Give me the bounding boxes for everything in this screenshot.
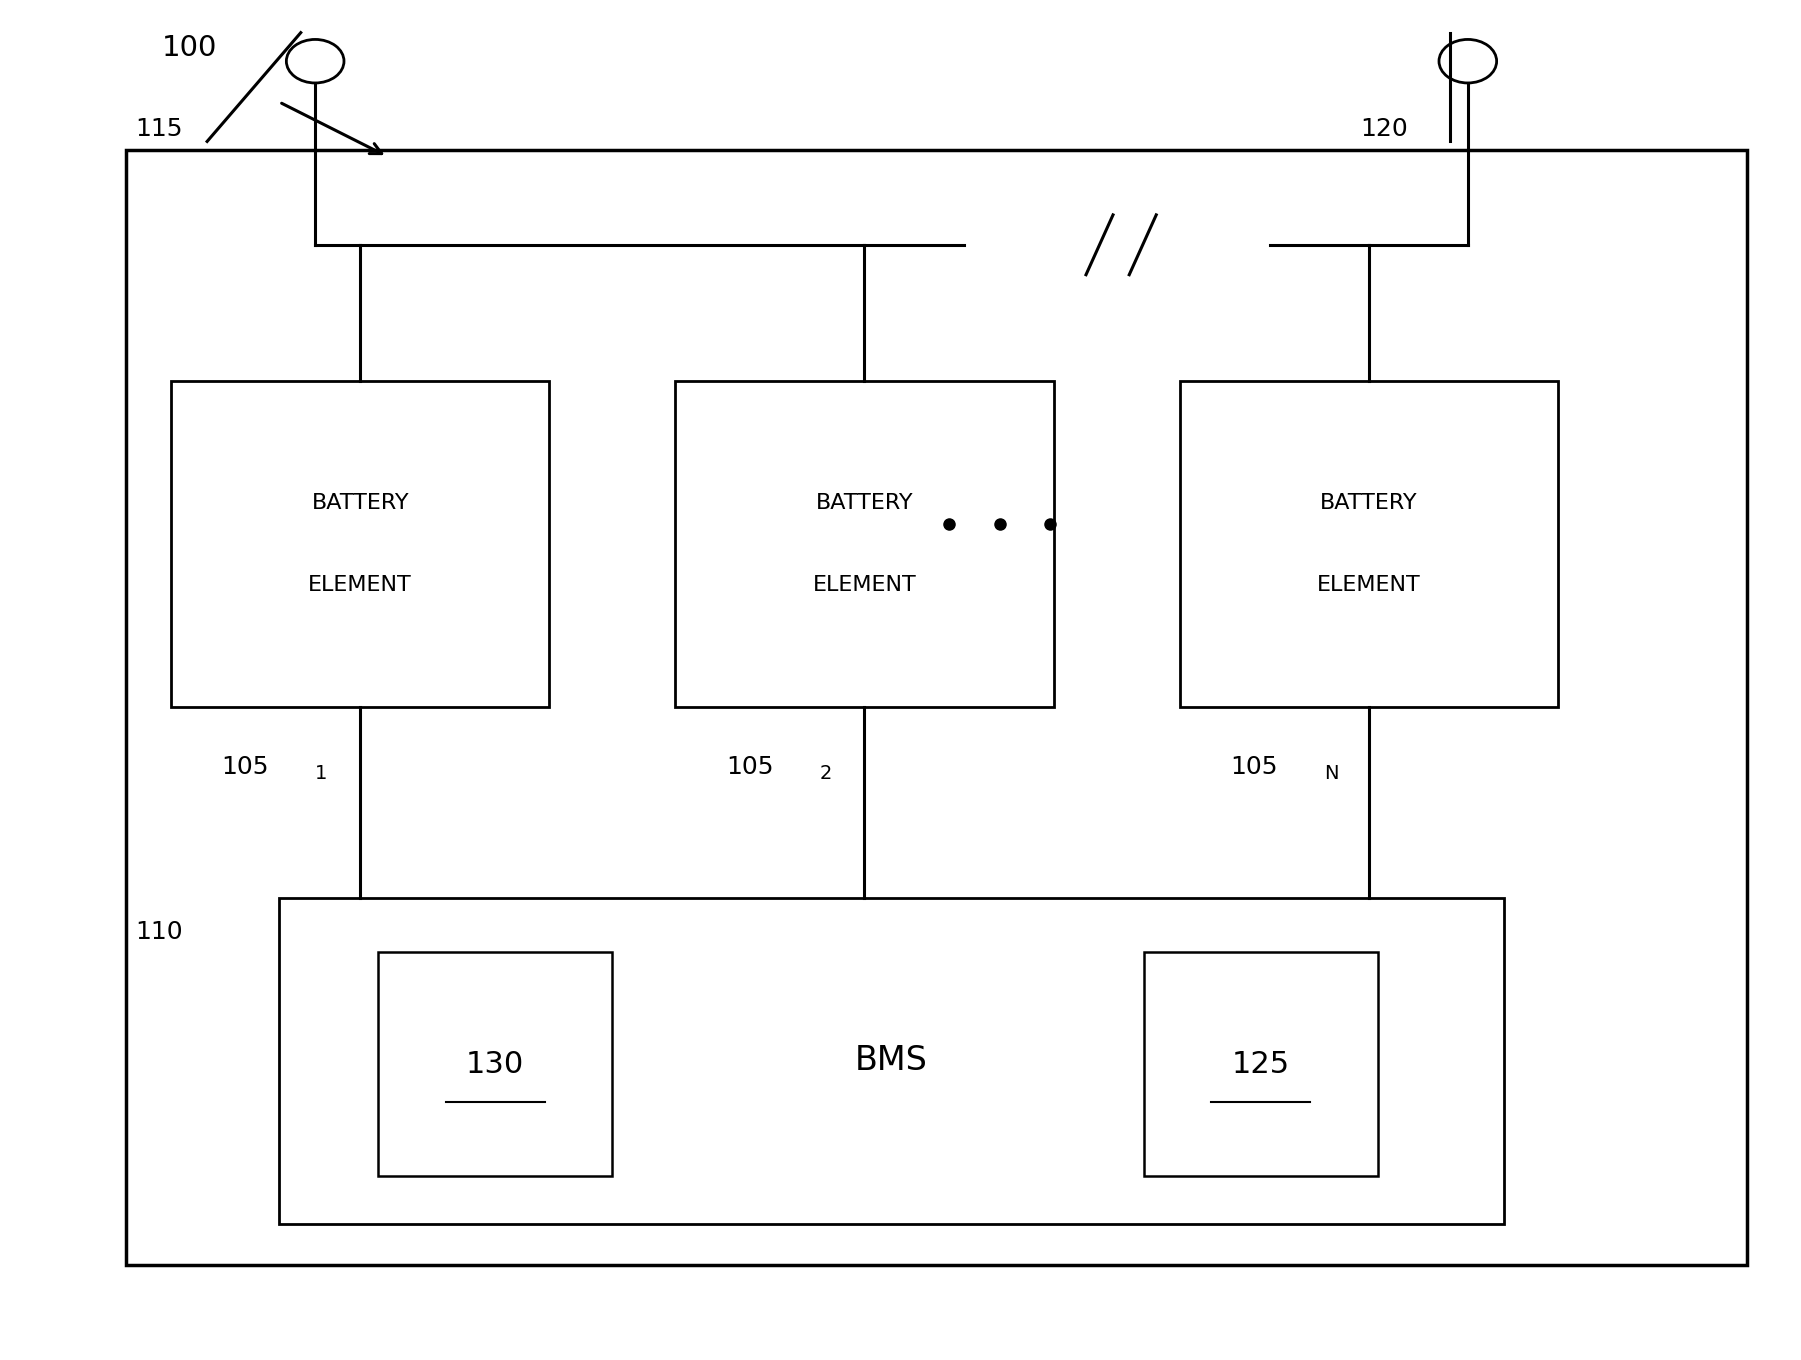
Bar <box>126 150 1747 1265</box>
Text: 105: 105 <box>222 755 268 779</box>
Text: N: N <box>1324 764 1338 783</box>
Text: ELEMENT: ELEMENT <box>308 575 412 594</box>
Text: 125: 125 <box>1232 1050 1290 1078</box>
Bar <box>279 898 1504 1224</box>
Text: BATTERY: BATTERY <box>816 494 913 513</box>
Bar <box>171 381 549 707</box>
Text: 130: 130 <box>466 1050 524 1078</box>
Text: 2: 2 <box>819 764 832 783</box>
Bar <box>675 381 1054 707</box>
Text: ELEMENT: ELEMENT <box>1317 575 1421 594</box>
Bar <box>1180 381 1558 707</box>
Text: 105: 105 <box>1230 755 1277 779</box>
Bar <box>378 952 612 1176</box>
Bar <box>1144 952 1378 1176</box>
Text: BATTERY: BATTERY <box>1320 494 1417 513</box>
Text: 105: 105 <box>726 755 773 779</box>
Text: 110: 110 <box>135 919 182 944</box>
Text: BATTERY: BATTERY <box>312 494 409 513</box>
Text: 115: 115 <box>135 117 182 141</box>
Text: 120: 120 <box>1360 117 1408 141</box>
Text: ELEMENT: ELEMENT <box>812 575 917 594</box>
Text: 100: 100 <box>162 34 218 63</box>
Text: BMS: BMS <box>855 1044 928 1077</box>
Text: 1: 1 <box>315 764 328 783</box>
